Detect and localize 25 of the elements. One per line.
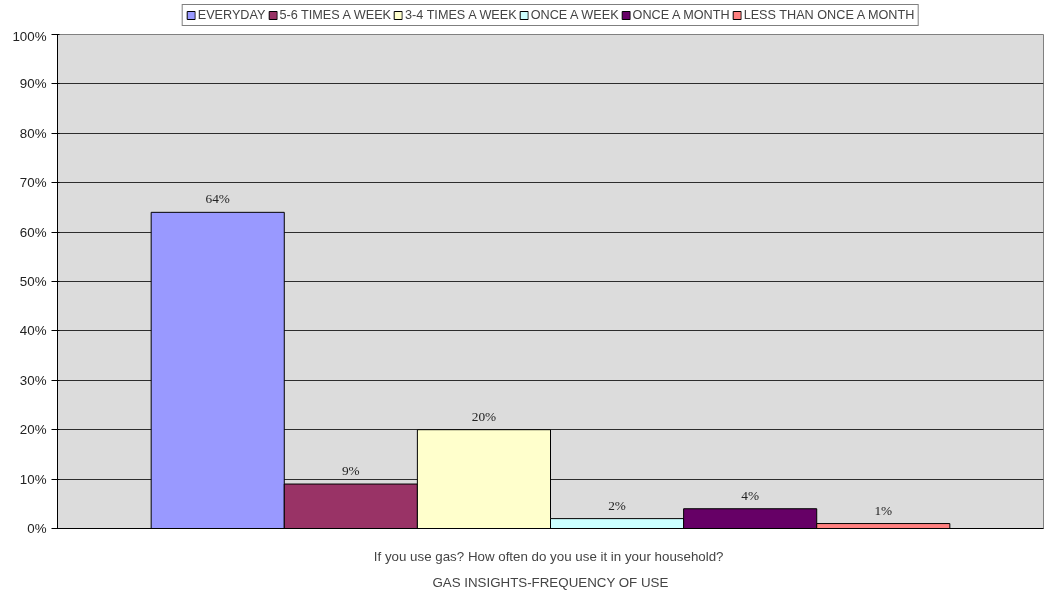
legend-label: 5-6 TIMES A WEEK	[279, 8, 392, 22]
y-tick-label: 20%	[19, 422, 47, 438]
y-tick-label: 90%	[19, 76, 47, 92]
data-label: 9%	[341, 463, 360, 479]
y-tick-label: 60%	[19, 224, 47, 240]
y-tick-label: 40%	[19, 323, 47, 339]
y-tick-label: 80%	[19, 125, 47, 141]
x-tick-label: If you use gas? How often do you use it in your household?	[373, 548, 724, 564]
data-label: 64%	[205, 191, 230, 207]
y-tick-label: 70%	[19, 175, 47, 191]
data-label: 20%	[471, 408, 497, 424]
legend-label: EVERYDAY	[197, 8, 266, 22]
y-tick-label: 10%	[19, 471, 47, 487]
y-tick-label: 30%	[19, 372, 47, 388]
legend-label: ONCE A WEEK	[530, 8, 619, 22]
legend-label: 3-4 TIMES A WEEK	[405, 8, 517, 22]
legend-label: ONCE A MONTH	[632, 8, 730, 22]
legend-label: LESS THAN ONCE A MONTH	[743, 8, 915, 22]
y-tick-label: 100%	[12, 28, 47, 44]
y-tick-label: 50%	[19, 274, 47, 289]
data-label: 4%	[741, 487, 760, 503]
data-label: 2%	[608, 497, 626, 513]
y-tick-label: 0%	[27, 521, 47, 536]
x-axis-title: GAS INSIGHTS-FREQUENCY OF USE	[432, 574, 669, 590]
data-label: 1%	[874, 502, 893, 518]
